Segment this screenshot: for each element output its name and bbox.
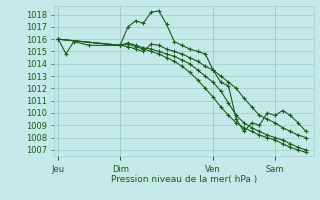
X-axis label: Pression niveau de la mer( hPa ): Pression niveau de la mer( hPa ) [111,175,257,184]
